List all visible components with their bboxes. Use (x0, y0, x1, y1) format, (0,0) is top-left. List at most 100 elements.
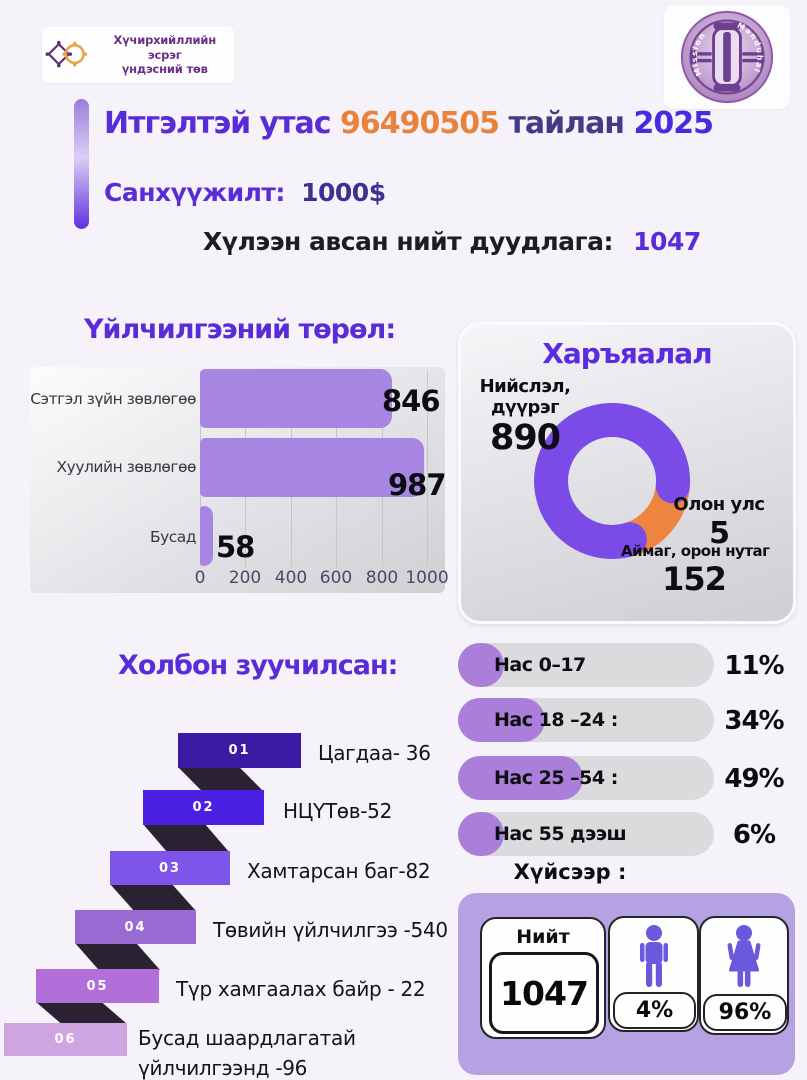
step-number: 01 (228, 743, 251, 758)
callout-international-label: Олон улс (673, 494, 765, 515)
total-value-box: 1047 (489, 952, 599, 1034)
cascade-step-1: 01 (178, 733, 301, 768)
callout-provinces-value: 152 (662, 560, 727, 599)
cascade-step-5: 05 (36, 969, 159, 1003)
cascade-step-6: 06 (4, 1023, 127, 1056)
age-fill (458, 812, 504, 856)
x-axis-tick: 0 (194, 568, 206, 588)
org-logo-card: Хүчирхийллийн эсрэг үндэсний төв (42, 27, 234, 83)
cascade-connector (110, 884, 196, 911)
callout-international-value: 5 (709, 515, 730, 551)
callout-capital-line1: Нийслэл, (479, 376, 571, 397)
category-label: Бусад (149, 528, 197, 546)
title-year: 2025 (633, 106, 714, 141)
funding-line: Санхүүжилт: 1000$ (104, 178, 386, 207)
age-fill (458, 643, 504, 687)
callout-provinces: Аймаг, орон нутаг 152 (621, 542, 770, 599)
total-calls-line: Хүлээн авсан нийт дуудлага: 1047 (203, 227, 701, 256)
x-axis-tick: 200 (228, 568, 262, 588)
cascade-connector (36, 1002, 127, 1024)
step-number: 06 (54, 1032, 77, 1047)
bar-value: 846 (382, 384, 441, 418)
title-mid: тайлан (508, 106, 625, 141)
age-pill-55-plus: Нас 55 дээш (458, 812, 714, 856)
step-label: Түр хамгаалах байр - 22 (176, 977, 426, 1001)
gender-section-title: Хүйсээр : (513, 860, 627, 884)
step-number: 04 (124, 919, 147, 935)
age-percent: 34% (724, 706, 784, 736)
gender-total-card: Нийт 1047 (480, 917, 606, 1039)
callout-provinces-label: Аймаг, орон нутаг (621, 542, 770, 560)
age-percent: 11% (724, 651, 784, 681)
age-pill-0-17: Нас 0–17 (458, 643, 714, 687)
x-axis-tick: 1000 (405, 568, 449, 588)
age-fill (458, 698, 545, 742)
step-label: Төвийн үйлчилгээ -540 (213, 918, 448, 942)
step-label: Хамтарсан баг-82 (247, 859, 431, 883)
jurisdiction-title: Харъяалал (542, 337, 712, 370)
bar-value: 58 (216, 530, 255, 564)
gender-male-card: 4% (608, 916, 699, 1032)
age-percent: 6% (732, 820, 776, 850)
title-phone-number: 96490505 (339, 106, 500, 141)
step-label: НЦҮТөв-52 (283, 799, 392, 823)
age-label: Нас 55 дээш (494, 823, 627, 845)
title-lead: Итгэлтэй утас (104, 106, 332, 141)
bar-value: 987 (388, 468, 447, 502)
total-label: Нийт (516, 926, 570, 948)
page-title: Итгэлтэй утас 96490505 тайлан 2025 (104, 106, 714, 141)
step-label: Бусад шаардлагатай үйлчилгээнд -96 (138, 1026, 356, 1080)
male-icon (640, 925, 668, 987)
step-label: Цагдаа- 36 (318, 741, 431, 765)
jurisdiction-donut-chart (534, 403, 690, 559)
age-pill-18-24: Нас 18 –24 : (458, 698, 714, 742)
cascade-step-4: 04 (75, 910, 196, 944)
age-label: Нас 0–17 (494, 654, 586, 676)
cascade-connector (75, 943, 160, 970)
cascade-connector (178, 767, 263, 791)
total-calls-label: Хүлээн авсан нийт дуудлага: (203, 227, 613, 256)
org-logo-line2: үндэсний төв (121, 62, 208, 77)
callout-international: Олон улс 5 (669, 494, 769, 551)
funding-value: 1000$ (301, 178, 386, 207)
bar-legal-counseling (200, 438, 424, 497)
gridline (427, 371, 428, 567)
x-axis-tick: 800 (365, 568, 399, 588)
x-axis-tick: 400 (274, 568, 308, 588)
gender-card: Нийт 1047 4% 96% (458, 893, 795, 1075)
org-emblem-icon (45, 40, 88, 68)
female-icon (727, 925, 761, 987)
age-fill (458, 756, 583, 800)
service-bar-chart: Сэтгэл зүйн зөвлөгөө Хуулийн зөвлөгөө Бу… (30, 367, 449, 593)
bar-psych-counseling (200, 369, 392, 428)
cascade-connector (143, 824, 229, 852)
callout-capital-line2: дүүрэг (491, 396, 559, 418)
male-percent: 4% (613, 992, 696, 1029)
funding-label: Санхүүжилт: (104, 178, 285, 207)
callout-capital: Нийслэл, дүүрэг 890 (469, 376, 581, 458)
category-label: Сэтгэл зүйн зөвлөгөө (30, 390, 196, 408)
category-label: Хуулийн зөвлөгөө (56, 458, 197, 476)
org-logo-line1: Хүчирхийллийн эсрэг (113, 32, 217, 62)
step-number: 05 (86, 978, 109, 994)
female-percent: 96% (703, 994, 787, 1031)
service-chart-title: Үйлчилгээний төрөл: (84, 314, 396, 345)
step-number: 03 (158, 860, 182, 876)
cascade-step-2: 02 (143, 790, 264, 825)
mission-manduhai-icon: Mission Manduhai (680, 10, 774, 104)
mission-manduhai-badge: Mission Manduhai (664, 5, 790, 109)
age-pill-25-54: Нас 25 –54 : (458, 756, 714, 800)
age-percent: 49% (724, 764, 784, 794)
title-accent-bar (74, 99, 89, 229)
gender-female-card: 96% (699, 916, 789, 1035)
jurisdiction-card: Харъяалал Нийслэл, дүүрэг 890 Олон улс 5… (458, 322, 796, 624)
age-label: Нас 25 –54 : (494, 767, 618, 789)
referral-chart-title: Холбон зуучилсан: (118, 650, 398, 681)
step-number: 02 (192, 800, 215, 815)
bar-other (200, 506, 213, 566)
age-label: Нас 18 –24 : (494, 709, 618, 731)
total-calls-value: 1047 (633, 227, 701, 256)
x-axis-tick: 600 (319, 568, 353, 588)
cascade-step-3: 03 (110, 851, 230, 885)
